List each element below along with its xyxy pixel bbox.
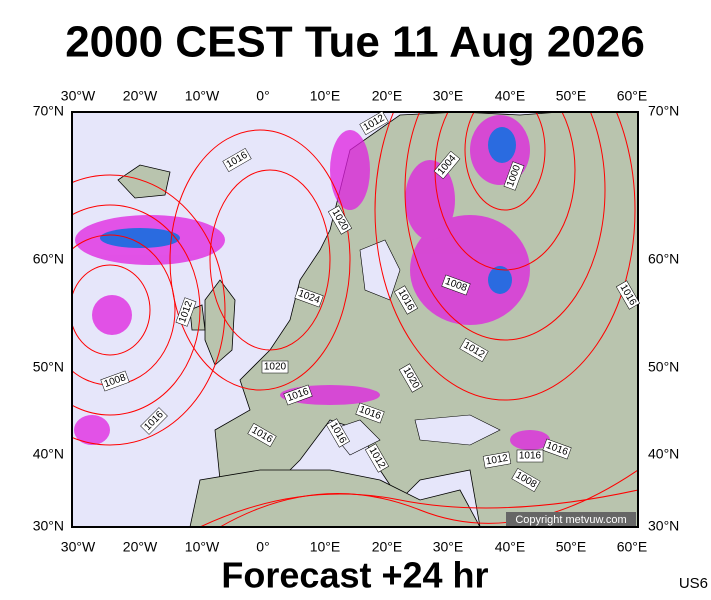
- lat-label: 30°N: [648, 518, 679, 534]
- lon-label: 60°E: [617, 88, 648, 104]
- lon-label: 10°E: [310, 539, 341, 555]
- copyright-box: [506, 512, 636, 526]
- map-frame: [71, 111, 639, 528]
- lon-label: 40°E: [495, 88, 526, 104]
- isobar-label-box: [364, 443, 390, 473]
- lon-label: 30°E: [433, 88, 464, 104]
- isobar-label-box: [542, 438, 572, 460]
- isobar-label: 1016: [519, 451, 542, 462]
- lon-label: 10°W: [185, 539, 220, 555]
- isobar-label-box: [511, 467, 541, 493]
- isobar-label-box: [294, 286, 324, 308]
- lon-label: 0°: [256, 88, 269, 104]
- lon-label: 10°E: [310, 88, 341, 104]
- isobar-label-box: [100, 370, 130, 392]
- forecast-label: Forecast +24 hr: [221, 555, 488, 596]
- isobar-label-box: [283, 384, 313, 406]
- isobar-label-box: [355, 402, 385, 424]
- lon-label: 0°: [256, 539, 269, 555]
- map-area: [72, 112, 638, 527]
- isobar-label-box: [222, 147, 252, 173]
- lon-label: 30°W: [61, 539, 96, 555]
- lon-label: 10°W: [185, 88, 220, 104]
- isobar-label-box: [398, 363, 424, 393]
- lat-label: 70°N: [648, 103, 679, 119]
- isobar-label-box: [393, 285, 419, 315]
- copyright: Copyright metvuw.com: [515, 514, 626, 526]
- lat-label: 40°N: [33, 446, 64, 462]
- lon-label: 20°W: [123, 88, 158, 104]
- lat-label: 60°N: [33, 251, 64, 267]
- isobar-label: 1020: [264, 362, 287, 373]
- isobar-label-box: [615, 280, 641, 310]
- lon-label: 50°E: [556, 539, 587, 555]
- lon-label: 20°W: [123, 539, 158, 555]
- lon-label: 60°E: [617, 539, 648, 555]
- isobar-label-box: [441, 274, 471, 296]
- isobar-label-box: [140, 407, 168, 435]
- lat-label: 30°N: [33, 518, 64, 534]
- isobar-label-box: [459, 337, 489, 363]
- lon-label: 20°E: [372, 88, 403, 104]
- lon-label: 50°E: [556, 88, 587, 104]
- lon-label: 20°E: [372, 539, 403, 555]
- isobar-label-box: [482, 451, 512, 469]
- lon-label: 40°E: [495, 539, 526, 555]
- isobar-label-box: [516, 449, 544, 463]
- lat-label: 40°N: [648, 446, 679, 462]
- isobar-label-box: [503, 161, 525, 191]
- model-label: US6: [679, 575, 708, 592]
- lon-label: 30°E: [433, 539, 464, 555]
- lat-label: 60°N: [648, 251, 679, 267]
- isobar-label-box: [261, 360, 289, 374]
- isobar-label-box: [247, 422, 277, 448]
- lat-label: 50°N: [648, 359, 679, 375]
- title: 2000 CEST Tue 11 Aug 2026: [65, 18, 645, 67]
- lat-label: 50°N: [33, 359, 64, 375]
- isobar-label-group: 1012: [482, 451, 512, 469]
- isobar-label-box: [327, 205, 353, 235]
- isobar-label-box: [175, 297, 197, 327]
- lat-label: 70°N: [33, 103, 64, 119]
- isobar-label: 1012: [485, 453, 509, 468]
- isobar-label-box: [359, 110, 389, 136]
- lon-label: 30°W: [61, 88, 96, 104]
- isobar-label-box: [433, 150, 461, 180]
- isobar-label-group: 1020: [261, 360, 289, 374]
- isobar-label-group: 1016: [516, 449, 544, 463]
- isobar-label-box: [325, 418, 351, 448]
